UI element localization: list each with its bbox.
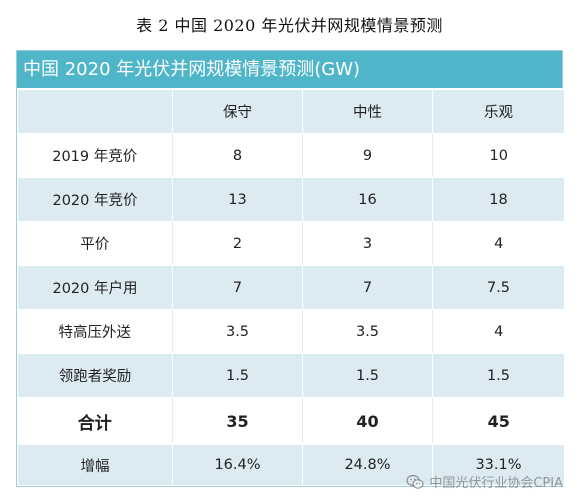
table-row: 2020 年户用 7 7 7.5 bbox=[17, 265, 565, 310]
cell-optimistic: 18 bbox=[432, 177, 565, 222]
growth-optimistic: 33.1% bbox=[432, 444, 565, 486]
row-label: 特高压外送 bbox=[17, 309, 173, 354]
row-label: 领跑者奖励 bbox=[17, 353, 173, 398]
total-neutral: 40 bbox=[302, 397, 433, 445]
cell-optimistic: 4 bbox=[432, 221, 565, 266]
header-cell-conservative: 保守 bbox=[172, 89, 303, 134]
table-row: 2020 年竞价 13 16 18 bbox=[17, 177, 565, 222]
cell-optimistic: 10 bbox=[432, 133, 565, 178]
table-title: 中国 2020 年光伏并网规模情景预测(GW) bbox=[17, 51, 562, 89]
cell-optimistic: 4 bbox=[432, 309, 565, 354]
cell-conservative: 7 bbox=[172, 265, 303, 310]
table-caption: 表 2 中国 2020 年光伏并网规模情景预测 bbox=[136, 16, 443, 35]
cell-optimistic: 1.5 bbox=[432, 353, 565, 398]
cell-conservative: 8 bbox=[172, 133, 303, 178]
header-cell-empty bbox=[17, 89, 173, 134]
cell-optimistic: 7.5 bbox=[432, 265, 565, 310]
cell-conservative: 2 bbox=[172, 221, 303, 266]
growth-row: 增幅 16.4% 24.8% 33.1% bbox=[17, 444, 565, 486]
header-cell-neutral: 中性 bbox=[302, 89, 433, 134]
cell-neutral: 3 bbox=[302, 221, 433, 266]
table-row: 平价 2 3 4 bbox=[17, 221, 565, 266]
forecast-grid: 保守 中性 乐观 2019 年竞价 8 9 10 2020 年竞价 13 16 … bbox=[17, 89, 565, 486]
table-row: 特高压外送 3.5 3.5 4 bbox=[17, 309, 565, 354]
cell-neutral: 3.5 bbox=[302, 309, 433, 354]
growth-label: 增幅 bbox=[17, 444, 173, 486]
cell-conservative: 1.5 bbox=[172, 353, 303, 398]
header-row: 保守 中性 乐观 bbox=[17, 89, 565, 134]
cell-neutral: 7 bbox=[302, 265, 433, 310]
row-label: 2020 年竞价 bbox=[17, 177, 173, 222]
growth-conservative: 16.4% bbox=[172, 444, 303, 486]
table-row: 2019 年竞价 8 9 10 bbox=[17, 133, 565, 178]
growth-neutral: 24.8% bbox=[302, 444, 433, 486]
total-row: 合计 35 40 45 bbox=[17, 397, 565, 445]
row-label: 2020 年户用 bbox=[17, 265, 173, 310]
total-optimistic: 45 bbox=[432, 397, 565, 445]
cell-conservative: 13 bbox=[172, 177, 303, 222]
table-row: 领跑者奖励 1.5 1.5 1.5 bbox=[17, 353, 565, 398]
cell-neutral: 1.5 bbox=[302, 353, 433, 398]
row-label: 平价 bbox=[17, 221, 173, 266]
cell-neutral: 16 bbox=[302, 177, 433, 222]
cell-conservative: 3.5 bbox=[172, 309, 303, 354]
total-label: 合计 bbox=[17, 397, 173, 445]
header-cell-optimistic: 乐观 bbox=[432, 89, 565, 134]
total-conservative: 35 bbox=[172, 397, 303, 445]
forecast-table: 中国 2020 年光伏并网规模情景预测(GW) 保守 中性 乐观 2019 年竞… bbox=[16, 50, 565, 487]
cell-neutral: 9 bbox=[302, 133, 433, 178]
row-label: 2019 年竞价 bbox=[17, 133, 173, 178]
